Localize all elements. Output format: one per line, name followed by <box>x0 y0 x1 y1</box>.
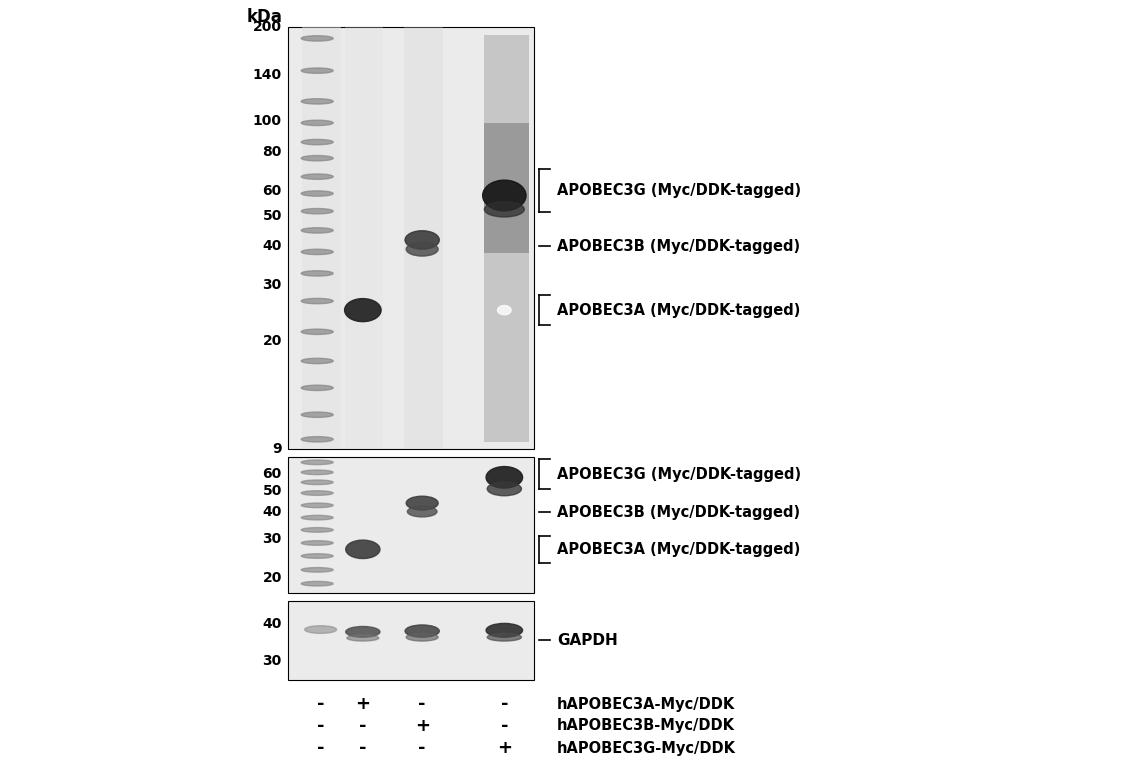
Ellipse shape <box>301 249 333 255</box>
Ellipse shape <box>487 482 521 496</box>
Ellipse shape <box>345 299 381 322</box>
Ellipse shape <box>301 581 333 586</box>
Ellipse shape <box>406 634 438 641</box>
Text: -: - <box>317 739 324 757</box>
Ellipse shape <box>301 460 333 465</box>
Text: GAPDH: GAPDH <box>557 633 617 647</box>
Ellipse shape <box>301 271 333 276</box>
Ellipse shape <box>301 358 333 364</box>
Text: 60: 60 <box>262 184 282 198</box>
Text: 30: 30 <box>262 532 282 546</box>
Text: 20: 20 <box>262 333 282 347</box>
Text: kDa: kDa <box>246 8 283 26</box>
Ellipse shape <box>301 503 333 508</box>
Text: -: - <box>501 717 508 735</box>
Bar <box>484 35 529 442</box>
Ellipse shape <box>301 436 333 442</box>
Text: APOBEC3G (Myc/DDK-tagged): APOBEC3G (Myc/DDK-tagged) <box>557 467 801 482</box>
Text: 30: 30 <box>262 654 282 668</box>
Bar <box>345 27 383 449</box>
Text: hAPOBEC3G-Myc/DDK: hAPOBEC3G-Myc/DDK <box>557 740 736 756</box>
Ellipse shape <box>487 634 521 641</box>
Text: -: - <box>359 739 366 757</box>
Ellipse shape <box>346 540 380 558</box>
Ellipse shape <box>301 99 333 104</box>
Ellipse shape <box>405 625 439 637</box>
Text: 80: 80 <box>262 144 282 159</box>
Ellipse shape <box>301 329 333 335</box>
Ellipse shape <box>301 515 333 520</box>
Ellipse shape <box>301 299 333 304</box>
Text: 9: 9 <box>273 442 282 456</box>
Ellipse shape <box>301 36 333 41</box>
Text: APOBEC3B (Myc/DDK-tagged): APOBEC3B (Myc/DDK-tagged) <box>557 505 800 520</box>
Bar <box>288 601 534 680</box>
Ellipse shape <box>406 496 438 510</box>
Text: +: + <box>496 739 512 757</box>
Ellipse shape <box>301 412 333 418</box>
Text: -: - <box>501 695 508 713</box>
Text: 40: 40 <box>262 505 282 519</box>
Ellipse shape <box>301 68 333 74</box>
Text: 40: 40 <box>262 239 282 253</box>
Text: -: - <box>317 717 324 735</box>
Ellipse shape <box>485 202 524 217</box>
Ellipse shape <box>301 386 333 391</box>
Text: +: + <box>355 695 371 713</box>
Text: -: - <box>317 695 324 713</box>
Bar <box>302 27 341 449</box>
Ellipse shape <box>301 209 333 214</box>
Ellipse shape <box>301 541 333 545</box>
Ellipse shape <box>301 121 333 125</box>
Ellipse shape <box>486 624 523 637</box>
Ellipse shape <box>301 554 333 558</box>
Text: 100: 100 <box>253 114 282 128</box>
Bar <box>484 123 529 253</box>
Text: 50: 50 <box>262 485 282 498</box>
Ellipse shape <box>301 568 333 572</box>
Text: 40: 40 <box>262 617 282 631</box>
Ellipse shape <box>301 155 333 161</box>
Ellipse shape <box>301 191 333 197</box>
Bar <box>404 27 443 449</box>
Text: APOBEC3A (Myc/DDK-tagged): APOBEC3A (Myc/DDK-tagged) <box>557 542 800 557</box>
Text: hAPOBEC3A-Myc/DDK: hAPOBEC3A-Myc/DDK <box>557 697 735 712</box>
Text: 200: 200 <box>253 20 282 34</box>
Ellipse shape <box>301 140 333 145</box>
Ellipse shape <box>301 528 333 532</box>
Text: -: - <box>359 717 366 735</box>
Ellipse shape <box>405 230 439 249</box>
Text: 20: 20 <box>262 571 282 584</box>
Ellipse shape <box>497 306 511 315</box>
Text: 50: 50 <box>262 209 282 223</box>
Text: -: - <box>419 695 426 713</box>
Text: 140: 140 <box>252 68 282 82</box>
Text: hAPOBEC3B-Myc/DDK: hAPOBEC3B-Myc/DDK <box>557 718 735 733</box>
Ellipse shape <box>301 470 333 475</box>
Ellipse shape <box>406 242 438 256</box>
Bar <box>288 457 534 593</box>
Ellipse shape <box>301 480 333 485</box>
Ellipse shape <box>486 467 523 488</box>
Text: 30: 30 <box>262 278 282 293</box>
Text: APOBEC3G (Myc/DDK-tagged): APOBEC3G (Myc/DDK-tagged) <box>557 184 801 198</box>
Text: 60: 60 <box>262 467 282 481</box>
Text: APOBEC3A (Myc/DDK-tagged): APOBEC3A (Myc/DDK-tagged) <box>557 303 800 318</box>
Ellipse shape <box>301 228 333 233</box>
Ellipse shape <box>483 180 526 211</box>
Ellipse shape <box>347 635 379 641</box>
Text: APOBEC3B (Myc/DDK-tagged): APOBEC3B (Myc/DDK-tagged) <box>557 239 800 253</box>
Ellipse shape <box>301 174 333 180</box>
Ellipse shape <box>346 627 380 637</box>
Text: +: + <box>414 717 430 735</box>
Ellipse shape <box>407 506 437 517</box>
Bar <box>288 27 534 449</box>
Ellipse shape <box>301 491 333 495</box>
Ellipse shape <box>305 626 337 634</box>
Text: -: - <box>419 739 426 757</box>
